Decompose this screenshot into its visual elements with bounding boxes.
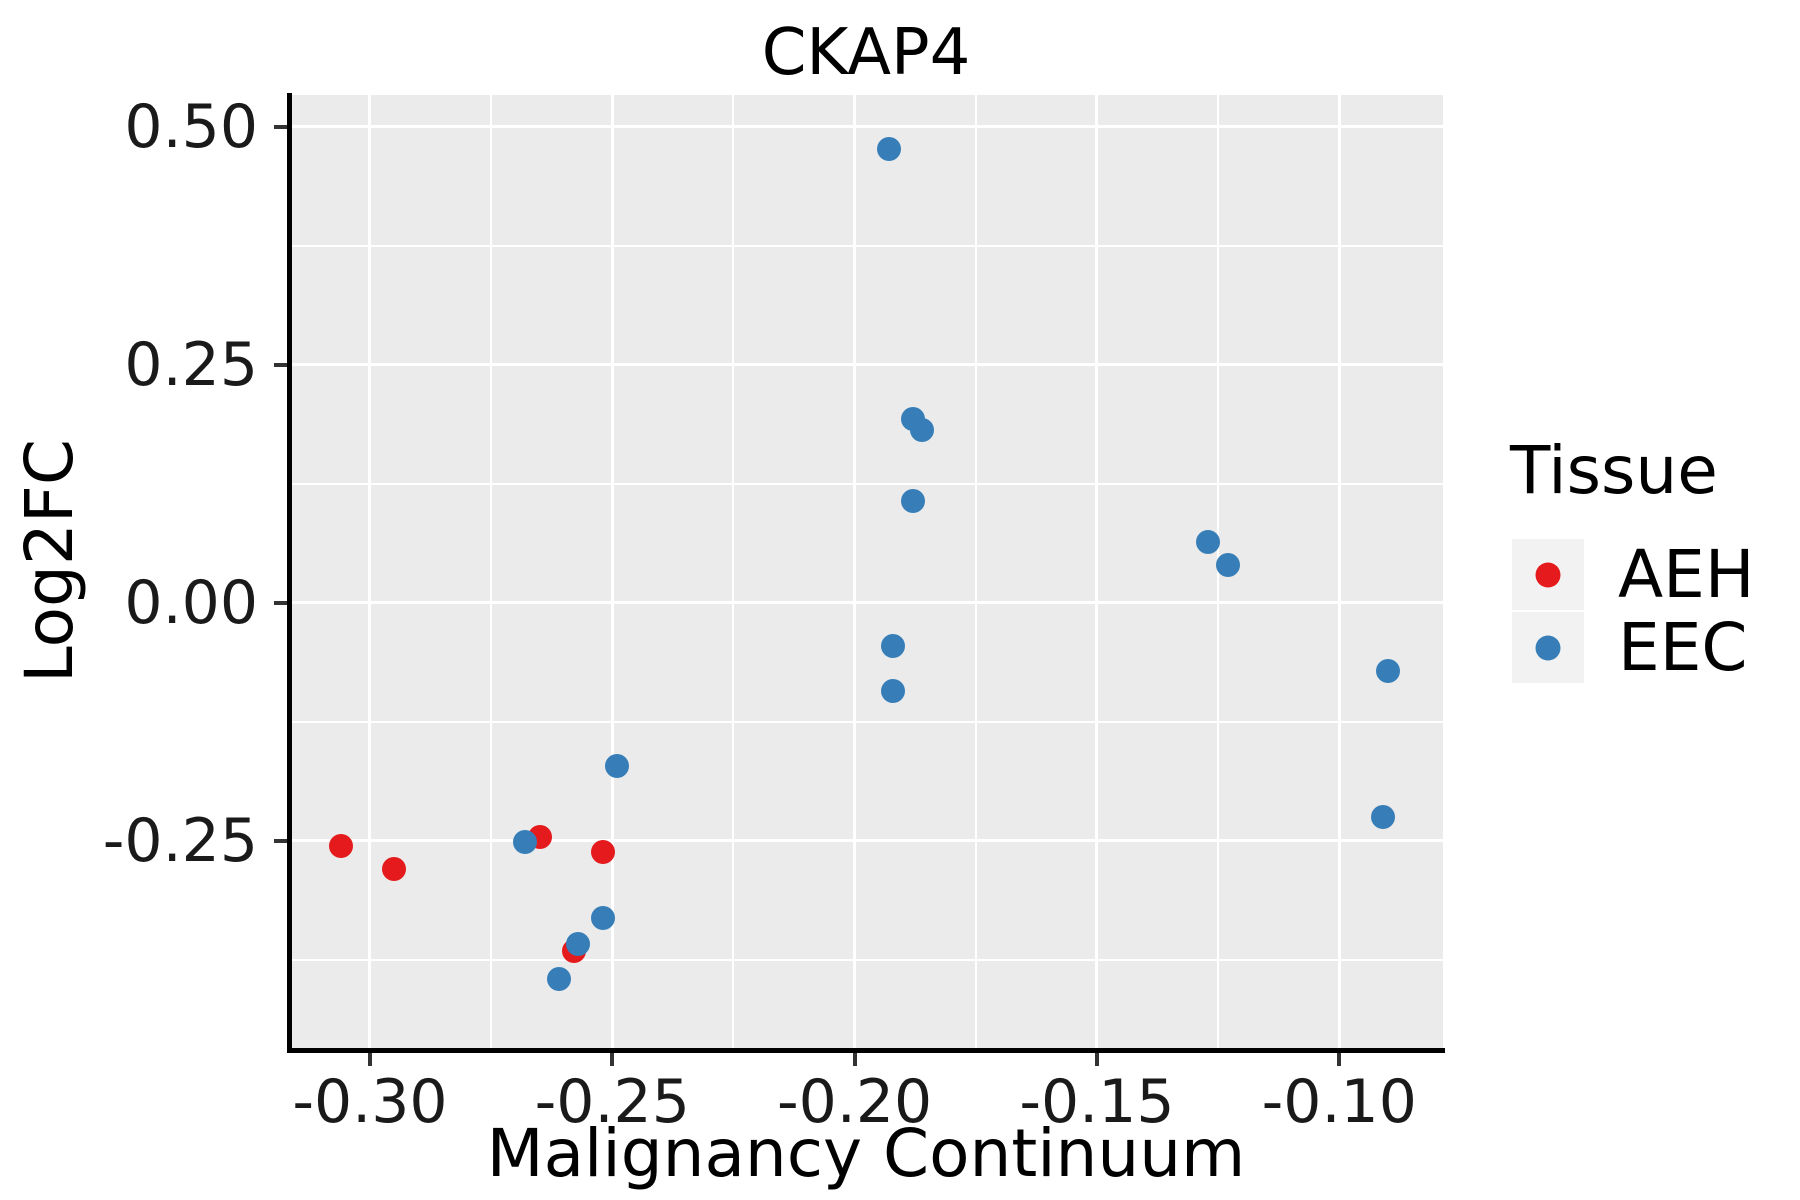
- y-tick-label: 0.50: [124, 91, 258, 162]
- data-point-eec: [1196, 530, 1221, 555]
- data-point-eec: [513, 829, 538, 854]
- data-point-aeh: [382, 856, 407, 881]
- y-axis-title: Log2FC: [11, 439, 88, 683]
- y-major-gridline: [289, 601, 1443, 605]
- data-point-eec: [546, 966, 571, 991]
- data-point-eec: [881, 679, 906, 704]
- plot-title: CKAP4: [761, 16, 971, 90]
- x-major-gridline: [610, 95, 614, 1048]
- legend-label-eec: EEC: [1618, 608, 1748, 686]
- x-tick-label: -0.15: [1019, 1067, 1175, 1137]
- x-tick-mark: [610, 1053, 615, 1066]
- x-minor-gridline: [974, 95, 977, 1048]
- plot-panel: [289, 95, 1443, 1048]
- data-point-eec: [1375, 658, 1400, 683]
- x-tick-label: -0.20: [776, 1067, 933, 1137]
- y-tick-mark: [274, 124, 287, 129]
- data-point-eec: [590, 906, 615, 931]
- legend-dot-aeh: [1535, 562, 1561, 587]
- data-point-eec: [900, 489, 925, 514]
- x-minor-gridline: [732, 95, 735, 1048]
- legend-key-aeh: [1512, 539, 1584, 610]
- y-minor-gridline: [289, 720, 1443, 723]
- y-tick-mark: [274, 838, 287, 843]
- legend-dot-eec: [1535, 635, 1561, 660]
- x-tick-mark: [367, 1053, 372, 1066]
- x-axis-title: Malignancy Continuum: [486, 1115, 1246, 1192]
- x-tick-mark: [1094, 1053, 1099, 1066]
- data-point-eec: [881, 633, 906, 658]
- x-tick-mark: [1337, 1053, 1342, 1066]
- data-point-eec: [1215, 552, 1240, 577]
- y-minor-gridline: [289, 958, 1443, 961]
- x-major-gridline: [368, 95, 372, 1048]
- legend-label-aeh: AEH: [1618, 535, 1755, 613]
- y-tick-label: 0.25: [124, 329, 258, 400]
- data-point-aeh: [590, 840, 615, 865]
- data-point-eec: [1370, 805, 1395, 830]
- legend-title: Tissue: [1510, 432, 1718, 509]
- y-tick-mark: [274, 600, 287, 605]
- y-major-gridline: [289, 839, 1443, 843]
- y-tick-label: -0.25: [102, 805, 258, 876]
- x-tick-label: -0.30: [292, 1067, 448, 1137]
- legend-key-eec: [1512, 612, 1584, 683]
- x-tick-mark: [852, 1053, 857, 1066]
- y-major-gridline: [289, 125, 1443, 129]
- x-axis-line: [287, 1048, 1445, 1053]
- data-point-eec: [876, 136, 901, 161]
- y-minor-gridline: [289, 244, 1443, 247]
- y-tick-mark: [274, 362, 287, 367]
- y-minor-gridline: [289, 482, 1443, 485]
- x-major-gridline: [1095, 95, 1099, 1048]
- data-point-eec: [605, 753, 630, 778]
- x-minor-gridline: [490, 95, 493, 1048]
- x-tick-label: -0.10: [1261, 1067, 1417, 1137]
- y-major-gridline: [289, 363, 1443, 367]
- x-tick-label: -0.25: [534, 1067, 690, 1137]
- data-point-eec: [566, 931, 591, 956]
- y-axis-line: [287, 93, 292, 1053]
- y-tick-label: 0.00: [124, 567, 258, 638]
- x-major-gridline: [1337, 95, 1341, 1048]
- data-point-aeh: [328, 833, 353, 858]
- data-point-eec: [910, 417, 935, 442]
- x-major-gridline: [853, 95, 857, 1048]
